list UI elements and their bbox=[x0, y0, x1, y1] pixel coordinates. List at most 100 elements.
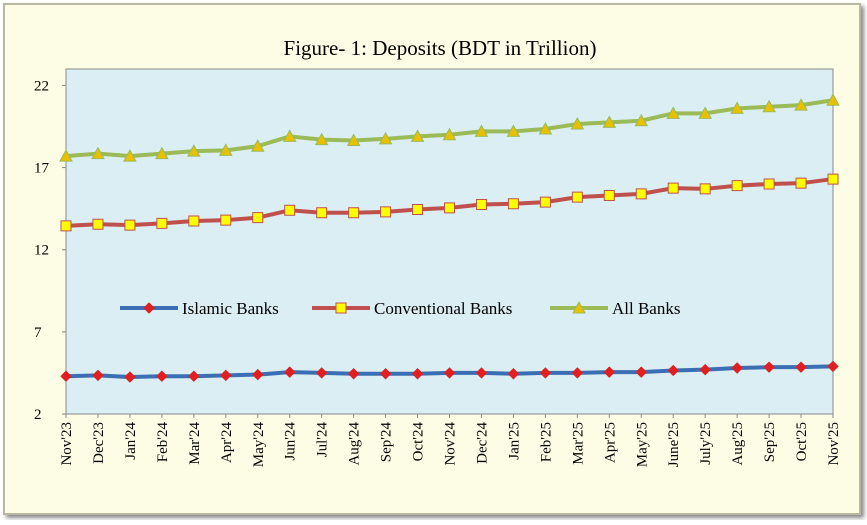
data-point bbox=[794, 98, 808, 111]
data-point bbox=[156, 217, 168, 229]
data-point bbox=[412, 203, 424, 215]
x-tick-label: Mar'25 bbox=[570, 422, 586, 465]
data-point bbox=[188, 215, 200, 227]
data-point bbox=[442, 127, 457, 141]
data-point bbox=[284, 204, 296, 216]
data-point bbox=[603, 190, 615, 201]
x-tick-label: May'24 bbox=[251, 422, 267, 468]
data-point bbox=[507, 198, 519, 210]
data-point bbox=[731, 362, 743, 374]
x-tick-label: Mar'24 bbox=[187, 422, 203, 465]
x-tick-label: Oct'24 bbox=[411, 422, 427, 462]
data-point bbox=[378, 131, 393, 145]
data-point bbox=[444, 202, 455, 214]
data-point bbox=[506, 124, 521, 137]
data-point bbox=[603, 366, 615, 378]
data-point bbox=[60, 220, 72, 232]
y-tick-label: 17 bbox=[34, 161, 50, 177]
y-tick-label: 7 bbox=[34, 325, 42, 341]
data-point bbox=[218, 143, 233, 156]
x-tick-label: Feb'25 bbox=[538, 422, 554, 462]
x-tick-label: Aug'24 bbox=[347, 422, 363, 466]
data-point bbox=[282, 129, 297, 142]
data-point bbox=[250, 139, 265, 152]
data-point bbox=[315, 367, 328, 379]
data-point bbox=[731, 180, 743, 192]
legend-label: Conventional Banks bbox=[374, 299, 512, 318]
data-point bbox=[380, 206, 392, 218]
plot-area bbox=[65, 68, 834, 415]
x-tick-label: Apr'25 bbox=[602, 422, 618, 463]
data-point bbox=[475, 199, 487, 211]
data-point bbox=[571, 367, 584, 379]
data-point bbox=[348, 207, 360, 219]
data-point bbox=[91, 146, 105, 160]
legend-marker bbox=[143, 302, 155, 314]
data-point bbox=[730, 101, 744, 114]
data-point bbox=[795, 177, 807, 189]
data-point bbox=[634, 113, 649, 127]
data-point bbox=[155, 146, 169, 160]
chart-title: Figure- 1: Deposits (BDT in Trillion) bbox=[284, 36, 597, 60]
x-tick-label: Nov'24 bbox=[443, 422, 459, 466]
y-tick-label: 12 bbox=[34, 243, 49, 259]
data-point bbox=[699, 183, 711, 195]
x-tick-label: July'25 bbox=[698, 422, 714, 465]
x-tick-label: Aug'25 bbox=[730, 422, 746, 466]
y-tick-label: 22 bbox=[34, 78, 49, 94]
data-point bbox=[410, 129, 425, 142]
x-tick-label: Jan'24 bbox=[123, 422, 139, 460]
data-point bbox=[635, 366, 647, 378]
x-tick-label: Jun'24 bbox=[283, 422, 299, 461]
data-point bbox=[474, 124, 489, 137]
data-point bbox=[699, 363, 711, 376]
data-point bbox=[124, 219, 136, 231]
data-point bbox=[59, 149, 73, 162]
data-point bbox=[60, 370, 72, 382]
data-point bbox=[827, 360, 839, 373]
data-point bbox=[379, 368, 392, 380]
data-point bbox=[123, 149, 137, 162]
data-point bbox=[763, 178, 775, 190]
data-point bbox=[826, 93, 840, 106]
x-tick-label: Jan'25 bbox=[506, 422, 522, 460]
data-point bbox=[314, 132, 329, 146]
data-point bbox=[411, 368, 424, 380]
x-tick-label: Dec'23 bbox=[91, 422, 107, 464]
data-point bbox=[666, 106, 681, 119]
data-point bbox=[92, 218, 104, 230]
legend-marker bbox=[572, 300, 586, 314]
data-point bbox=[186, 144, 201, 157]
legend-marker bbox=[335, 302, 347, 314]
data-point bbox=[762, 99, 776, 113]
data-point bbox=[220, 369, 232, 382]
data-point bbox=[507, 368, 520, 380]
data-point bbox=[827, 173, 839, 185]
y-tick-label: 2 bbox=[34, 407, 42, 423]
data-point bbox=[539, 367, 552, 379]
x-tick-label: June'25 bbox=[666, 422, 682, 467]
data-point bbox=[475, 367, 488, 379]
x-tick-label: Sep'25 bbox=[762, 422, 778, 462]
legend-label: All Banks bbox=[612, 299, 680, 318]
data-point bbox=[346, 133, 361, 146]
data-point bbox=[539, 196, 551, 208]
data-point bbox=[698, 106, 713, 119]
data-point bbox=[92, 369, 104, 382]
data-point bbox=[795, 361, 807, 373]
data-point bbox=[347, 368, 360, 380]
x-tick-label: Sep'24 bbox=[379, 422, 395, 463]
data-point bbox=[443, 367, 456, 379]
x-tick-label: Nov'25 bbox=[826, 422, 842, 466]
data-point bbox=[252, 212, 264, 224]
x-tick-label: Jul'24 bbox=[315, 422, 331, 458]
data-point bbox=[284, 366, 296, 378]
x-tick-label: May'25 bbox=[634, 422, 650, 467]
data-point bbox=[570, 116, 585, 130]
data-point bbox=[188, 370, 200, 382]
legend-label: Islamic Banks bbox=[182, 299, 279, 318]
data-point bbox=[316, 207, 328, 219]
x-tick-label: Nov'23 bbox=[59, 422, 75, 466]
data-point bbox=[124, 371, 136, 383]
